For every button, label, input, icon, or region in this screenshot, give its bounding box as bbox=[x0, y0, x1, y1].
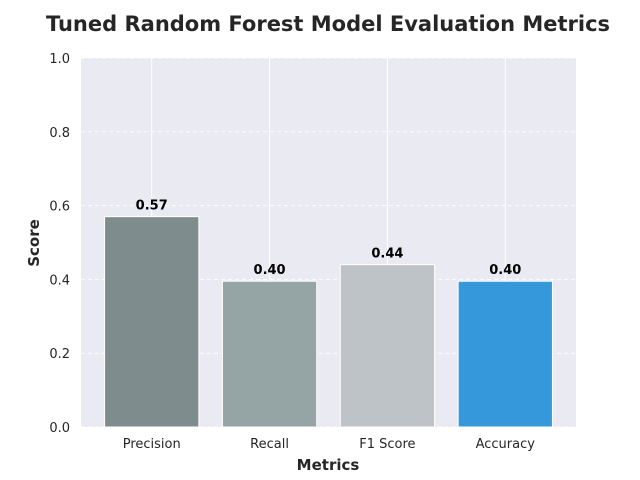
x-tick-labels: Precision Recall F1 Score Accuracy bbox=[123, 437, 536, 452]
x-tick-label: F1 Score bbox=[359, 437, 415, 452]
data-label: 0.40 bbox=[254, 263, 286, 278]
bar-recall bbox=[221, 280, 318, 428]
y-tick-label: 0.4 bbox=[49, 273, 70, 288]
bar-precision bbox=[104, 216, 200, 428]
data-label: 0.40 bbox=[489, 263, 521, 278]
y-tick-label: 0.2 bbox=[49, 347, 70, 362]
data-labels: 0.57 0.40 0.44 0.40 bbox=[136, 199, 522, 279]
x-axis-label: Metrics bbox=[297, 456, 360, 474]
x-tick-label: Precision bbox=[123, 437, 181, 452]
x-tick-label: Recall bbox=[250, 437, 289, 452]
bar-accuracy bbox=[457, 280, 553, 428]
y-axis-label: Score bbox=[25, 219, 43, 267]
data-label: 0.57 bbox=[136, 199, 168, 214]
y-tick-labels: 0.0 0.2 0.4 0.6 0.8 1.0 bbox=[49, 52, 70, 436]
chart-title: Tuned Random Forest Model Evaluation Met… bbox=[46, 12, 610, 36]
y-tick-label: 1.0 bbox=[49, 52, 70, 67]
y-tick-label: 0.6 bbox=[49, 200, 70, 215]
bars bbox=[104, 216, 553, 428]
y-tick-label: 0.0 bbox=[49, 421, 70, 436]
bar-f1-score bbox=[339, 264, 436, 428]
y-tick-label: 0.8 bbox=[49, 126, 70, 141]
x-tick-label: Accuracy bbox=[476, 437, 536, 452]
data-label: 0.44 bbox=[371, 247, 403, 262]
